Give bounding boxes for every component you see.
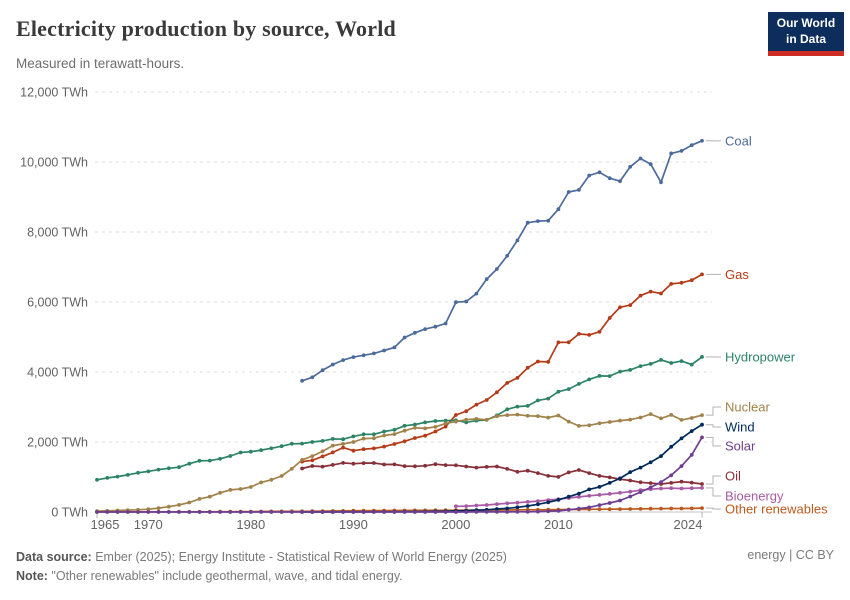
series-nuclear[interactable] [95, 412, 704, 513]
series-label-hydropower[interactable]: Hydropower [725, 349, 796, 364]
y-axis-tick: 2,000 TWh [27, 436, 88, 450]
label-connector [706, 424, 721, 428]
series-oil[interactable] [300, 461, 704, 486]
series-gas[interactable] [300, 272, 704, 464]
x-axis-tick: 1980 [236, 517, 265, 532]
series-label-nuclear[interactable]: Nuclear [725, 400, 770, 415]
note-text: "Other renewables" include geothermal, w… [47, 569, 403, 583]
y-axis-tick: 12,000 TWh [20, 86, 88, 100]
page-title: Electricity production by source, World [16, 16, 396, 41]
x-axis-tick: 2000 [441, 517, 470, 532]
series-label-other-renewables[interactable]: Other renewables [725, 502, 828, 517]
series-solar[interactable] [95, 435, 704, 514]
series-coal[interactable] [300, 138, 704, 383]
note-line: Note: "Other renewables" include geother… [16, 567, 507, 586]
series-hydropower[interactable] [95, 355, 704, 482]
x-axis-tick: 2024 [674, 517, 703, 532]
y-axis-tick: 4,000 TWh [27, 366, 88, 380]
y-axis-tick: 10,000 TWh [20, 156, 88, 170]
y-axis-tick: 0 TWh [51, 506, 88, 520]
series-label-oil[interactable]: Oil [725, 469, 741, 484]
series-label-coal[interactable]: Coal [725, 133, 752, 148]
label-connector [706, 436, 721, 447]
series-bioenergy[interactable] [454, 486, 704, 509]
owid-logo[interactable]: Our World in Data [768, 12, 844, 56]
chart-subtitle: Measured in terawatt-hours. [16, 56, 185, 71]
x-axis-tick: 1965 [91, 517, 120, 532]
gridlines: 0 TWh 2,000 TWh 4,000 TWh 6,000 TWh 8,000 TW… [20, 86, 712, 532]
data-source-label: Data source: [16, 550, 92, 564]
label-connector [706, 507, 721, 510]
x-axis-tick: 1970 [134, 517, 163, 532]
data-source-text: Ember (2025); Energy Institute - Statist… [91, 550, 507, 564]
series-label-solar[interactable]: Solar [725, 439, 756, 454]
data-source-line[interactable]: Data source: Ember (2025); Energy Instit… [16, 548, 507, 567]
note-label: Note: [16, 569, 48, 583]
owid-logo-line2: in Data [785, 32, 826, 46]
series-label-gas[interactable]: Gas [725, 267, 749, 282]
label-connector [706, 406, 721, 416]
chart-footer: Data source: Ember (2025); Energy Instit… [16, 548, 507, 586]
x-axis-tick: 2010 [544, 517, 573, 532]
label-connector [706, 475, 721, 485]
y-axis-tick: 8,000 TWh [27, 226, 88, 240]
y-axis-tick: 6,000 TWh [27, 296, 88, 310]
label-connector [706, 487, 721, 497]
series-label-bioenergy[interactable]: Bioenergy [725, 489, 784, 504]
series-label-wind[interactable]: Wind [725, 420, 755, 435]
owid-logo-line1: Our World [776, 16, 836, 30]
x-axis-tick: 1990 [339, 517, 368, 532]
license-link[interactable]: energy | CC BY [747, 548, 834, 562]
